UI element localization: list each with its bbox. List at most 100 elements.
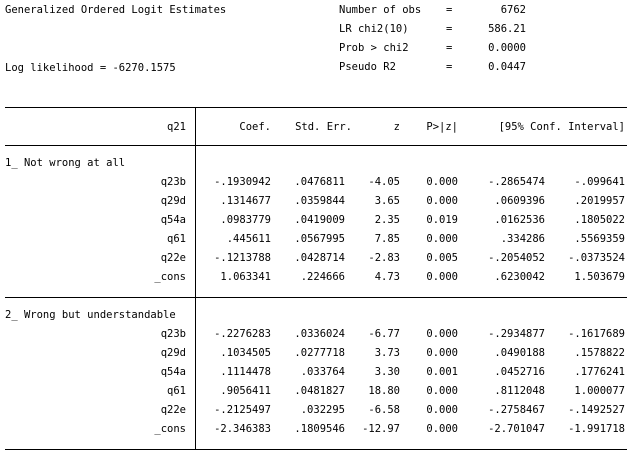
row-coef: .445611 xyxy=(226,233,271,245)
row-p: 0.005 xyxy=(426,252,458,264)
column-header-ci: [95% Conf. Interval] xyxy=(498,121,625,133)
stat-value: 0.0000 xyxy=(488,42,526,54)
column-header-pvalue: P>|z| xyxy=(426,121,458,133)
stat-label: Prob > chi2 xyxy=(339,42,409,54)
row-coef: .1034505 xyxy=(220,347,271,359)
row-p: 0.000 xyxy=(426,176,458,188)
row-p: 0.000 xyxy=(426,423,458,435)
row-var: q29d xyxy=(160,195,186,207)
row-se: .032295 xyxy=(300,404,345,416)
row-coef: .9056411 xyxy=(220,385,271,397)
row-z: -4.05 xyxy=(368,176,400,188)
stat-equals: = xyxy=(446,4,453,16)
row-ci-hi: -1.991718 xyxy=(568,423,625,435)
row-var: q61 xyxy=(167,233,186,245)
row-ci-lo: -.2758467 xyxy=(488,404,545,416)
row-se: .033764 xyxy=(300,366,345,378)
row-p: 0.001 xyxy=(426,366,458,378)
column-header-stderr: Std. Err. xyxy=(295,121,352,133)
row-coef: -.1213788 xyxy=(214,252,271,264)
row-var: q23b xyxy=(160,176,186,188)
table-header-rule xyxy=(5,145,627,146)
row-p: 0.000 xyxy=(426,233,458,245)
row-coef: .1314677 xyxy=(220,195,271,207)
row-se: .0359844 xyxy=(294,195,345,207)
row-p: 0.000 xyxy=(426,385,458,397)
model-title: Generalized Ordered Logit Estimates xyxy=(5,4,227,16)
row-z: 18.80 xyxy=(368,385,400,397)
stat-equals: = xyxy=(446,42,453,54)
row-ci-lo: .334286 xyxy=(500,233,545,245)
row-coef: -.2276283 xyxy=(214,328,271,340)
table-bottom-rule xyxy=(5,449,627,450)
stat-value: 6762 xyxy=(500,4,526,16)
row-p: 0.000 xyxy=(426,347,458,359)
row-z: -6.58 xyxy=(368,404,400,416)
column-header-coef: Coef. xyxy=(239,121,271,133)
row-var: q29d xyxy=(160,347,186,359)
row-coef: 1.063341 xyxy=(220,271,271,283)
row-var: q22e xyxy=(160,404,186,416)
row-p: 0.000 xyxy=(426,271,458,283)
stat-value: 586.21 xyxy=(488,23,526,35)
row-coef: -.1930942 xyxy=(214,176,271,188)
row-z: -2.83 xyxy=(368,252,400,264)
row-ci-hi: 1.000077 xyxy=(574,385,625,397)
row-se: .224666 xyxy=(300,271,345,283)
stat-label: LR chi2(10) xyxy=(339,23,409,35)
depvar-label: q21 xyxy=(167,121,186,133)
log-likelihood: Log likelihood = -6270.1575 xyxy=(5,62,176,74)
stat-label: Number of obs xyxy=(339,4,422,16)
row-ci-lo: .0452716 xyxy=(494,366,545,378)
row-ci-lo: -.2865474 xyxy=(488,176,545,188)
row-ci-lo: .0490188 xyxy=(494,347,545,359)
row-se: .1809546 xyxy=(294,423,345,435)
table-top-rule xyxy=(5,107,627,108)
row-p: 0.019 xyxy=(426,214,458,226)
row-se: .0476811 xyxy=(294,176,345,188)
row-ci-lo: .0609396 xyxy=(494,195,545,207)
row-ci-lo: -.2934877 xyxy=(488,328,545,340)
stat-equals: = xyxy=(446,23,453,35)
row-ci-lo: .6230042 xyxy=(494,271,545,283)
row-coef: .0983779 xyxy=(220,214,271,226)
row-ci-hi: .1805022 xyxy=(574,214,625,226)
stat-equals: = xyxy=(446,61,453,73)
row-ci-hi: .1776241 xyxy=(574,366,625,378)
row-var: q54a xyxy=(160,366,186,378)
row-se: .0336024 xyxy=(294,328,345,340)
stat-value: 0.0447 xyxy=(488,61,526,73)
row-se: .0277718 xyxy=(294,347,345,359)
row-coef: .1114478 xyxy=(220,366,271,378)
table-vertical-rule xyxy=(195,107,196,450)
row-ci-hi: .2019957 xyxy=(574,195,625,207)
row-z: -6.77 xyxy=(368,328,400,340)
row-z: 3.30 xyxy=(374,366,400,378)
row-p: 0.000 xyxy=(426,404,458,416)
row-se: .0567995 xyxy=(294,233,345,245)
row-se: .0419009 xyxy=(294,214,345,226)
row-p: 0.000 xyxy=(426,328,458,340)
row-var: q23b xyxy=(160,328,186,340)
row-ci-hi: .1578822 xyxy=(574,347,625,359)
row-z: 3.73 xyxy=(374,347,400,359)
row-z: 2.35 xyxy=(374,214,400,226)
row-z: 3.65 xyxy=(374,195,400,207)
equation-separator-rule xyxy=(5,297,627,298)
row-z: -12.97 xyxy=(362,423,400,435)
row-z: 7.85 xyxy=(374,233,400,245)
row-ci-lo: .0162536 xyxy=(494,214,545,226)
stat-label: Pseudo R2 xyxy=(339,61,396,73)
row-var: q61 xyxy=(167,385,186,397)
row-ci-hi: -.1617689 xyxy=(568,328,625,340)
row-ci-hi: -.1492527 xyxy=(568,404,625,416)
row-var: _cons xyxy=(154,271,186,283)
row-var: _cons xyxy=(154,423,186,435)
row-ci-lo: .8112048 xyxy=(494,385,545,397)
equation-label: 1_ Not wrong at all xyxy=(5,157,126,169)
row-ci-hi: 1.503679 xyxy=(574,271,625,283)
row-ci-lo: -2.701047 xyxy=(488,423,545,435)
row-ci-hi: .5569359 xyxy=(574,233,625,245)
row-p: 0.000 xyxy=(426,195,458,207)
row-ci-hi: -.099641 xyxy=(574,176,625,188)
